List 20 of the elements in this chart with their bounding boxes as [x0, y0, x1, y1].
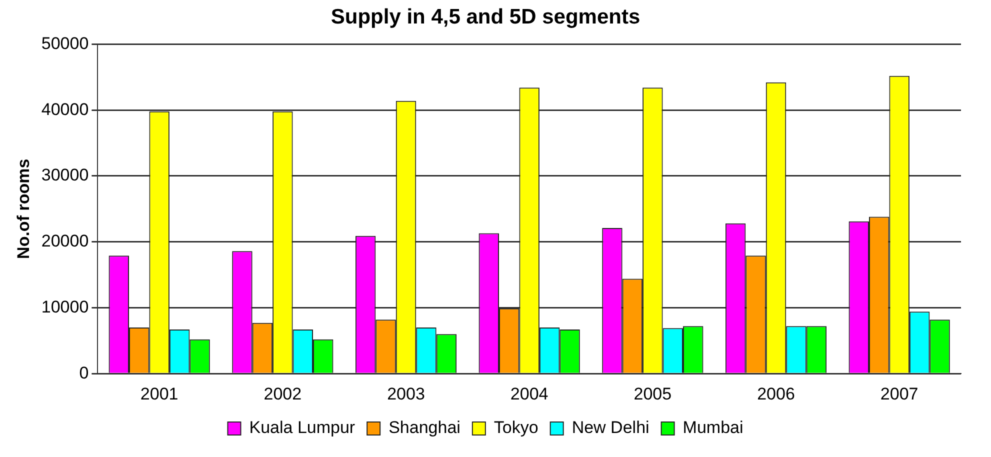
y-tick-label: 40000 [41, 100, 89, 119]
y-tick-label: 50000 [41, 34, 89, 53]
x-tick-label: 2003 [387, 384, 425, 404]
legend-label: New Delhi [572, 418, 650, 438]
y-tick-label: 10000 [41, 297, 89, 316]
chart-title: Supply in 4,5 and 5D segments [330, 5, 640, 28]
x-tick-label: 2002 [264, 384, 302, 404]
y-tick-label: 20000 [41, 232, 89, 251]
x-tick-label: 2006 [757, 384, 795, 404]
y-tick-label: 0 [79, 363, 89, 382]
x-tick-label: 2005 [634, 384, 672, 404]
legend-label: Tokyo [494, 418, 538, 438]
y-axis-title: No.of rooms [14, 158, 33, 259]
legend-label: Shanghai [388, 418, 460, 438]
y-tick-label: 30000 [41, 166, 89, 185]
legend-label: Kuala Lumpur [249, 418, 356, 438]
x-tick-label: 2007 [880, 384, 918, 404]
x-tick-label: 2001 [140, 384, 178, 404]
x-tick-label: 2004 [510, 384, 548, 404]
legend-label: Mumbai [682, 418, 744, 438]
